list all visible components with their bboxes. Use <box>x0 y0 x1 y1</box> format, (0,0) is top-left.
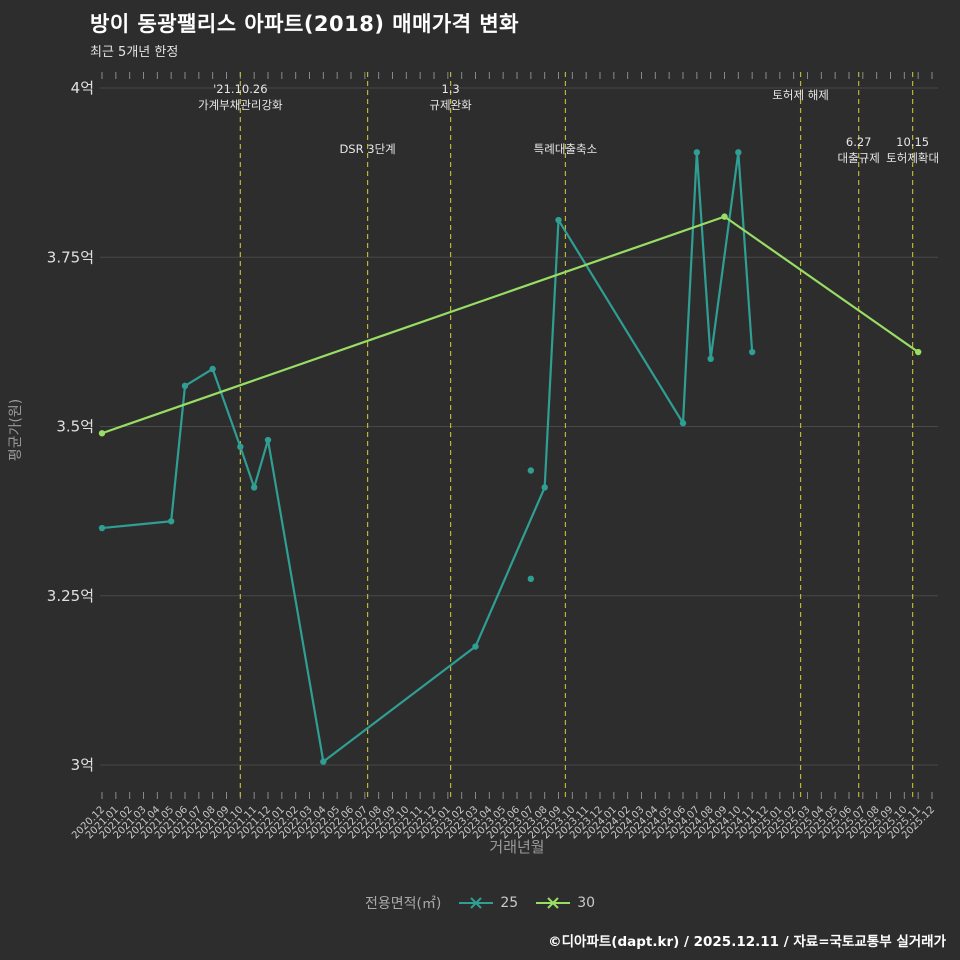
y-tick-label: 3.75억 <box>47 248 94 266</box>
series-marker-25 <box>98 524 106 532</box>
event-label: 가계부채관리강화 <box>198 98 283 112</box>
footer-credit: ©디아파트(dapt.kr) / 2025.12.11 / 자료=국토교통부 실… <box>548 934 946 950</box>
series-marker-25 <box>167 518 175 525</box>
y-tick-label: 4억 <box>71 79 94 97</box>
plot-area: 3억3.25억3.5억3.75억4억2020.122021.012021.022… <box>47 72 939 841</box>
series-line-25 <box>101 151 754 763</box>
series-marker-25 <box>209 365 216 373</box>
event-label: 6.27 <box>846 135 872 149</box>
event-label: 규제완화 <box>429 98 472 112</box>
legend: 전용면적(㎡) 25 30 <box>0 893 960 913</box>
y-tick-label: 3.5억 <box>56 418 94 436</box>
series-marker-25 <box>264 436 272 444</box>
x-axis-title: 거래년월 <box>489 838 544 856</box>
legend-item-label: 30 <box>577 895 596 911</box>
event-label: 토허제 해제 <box>772 88 829 102</box>
event-label: 특례대출축소 <box>534 142 597 156</box>
chart-title: 방이 동광팰리스 아파트(2018) 매매가격 변화 <box>90 12 520 36</box>
series-marker-25 <box>555 216 562 224</box>
chart-subtitle: 최근 5개년 한정 <box>90 45 179 60</box>
series-marker-25 <box>679 419 687 427</box>
series-marker-25 <box>320 758 327 765</box>
legend-item-label: 25 <box>500 895 519 911</box>
event-label: 1.3 <box>441 82 459 96</box>
y-tick-label: 3.25억 <box>47 587 94 605</box>
y-tick-label: 3억 <box>71 756 94 774</box>
isolated-point <box>527 467 535 474</box>
y-axis-title: 평균가(원) <box>8 399 24 461</box>
series-marker-25 <box>181 382 189 390</box>
event-label: 대출규제 <box>838 151 880 165</box>
event-label: DSR 3단계 <box>339 142 395 156</box>
legend-marker-25-icon <box>459 897 494 909</box>
series-marker-25 <box>472 643 479 650</box>
series-marker-25 <box>541 484 548 491</box>
legend-item-30[interactable]: 30 <box>536 895 595 911</box>
series-marker-25 <box>250 484 258 491</box>
event-label: '21.10.26 <box>213 82 267 96</box>
legend-title: 전용면적(㎡) <box>364 896 442 912</box>
event-label: 10.15 <box>896 135 929 149</box>
series-marker-30 <box>98 430 106 437</box>
legend-item-25[interactable]: 25 <box>459 895 518 911</box>
series-marker-25 <box>735 149 742 156</box>
isolated-point <box>527 575 535 583</box>
series-marker-25 <box>748 348 756 356</box>
event-label: 토허제확대 <box>886 151 939 165</box>
series-marker-30 <box>914 348 922 356</box>
series-marker-25 <box>707 355 714 362</box>
legend-marker-30-icon <box>536 897 571 909</box>
series-marker-25 <box>237 443 244 451</box>
series-marker-25 <box>693 149 701 156</box>
series-marker-30 <box>721 213 728 220</box>
